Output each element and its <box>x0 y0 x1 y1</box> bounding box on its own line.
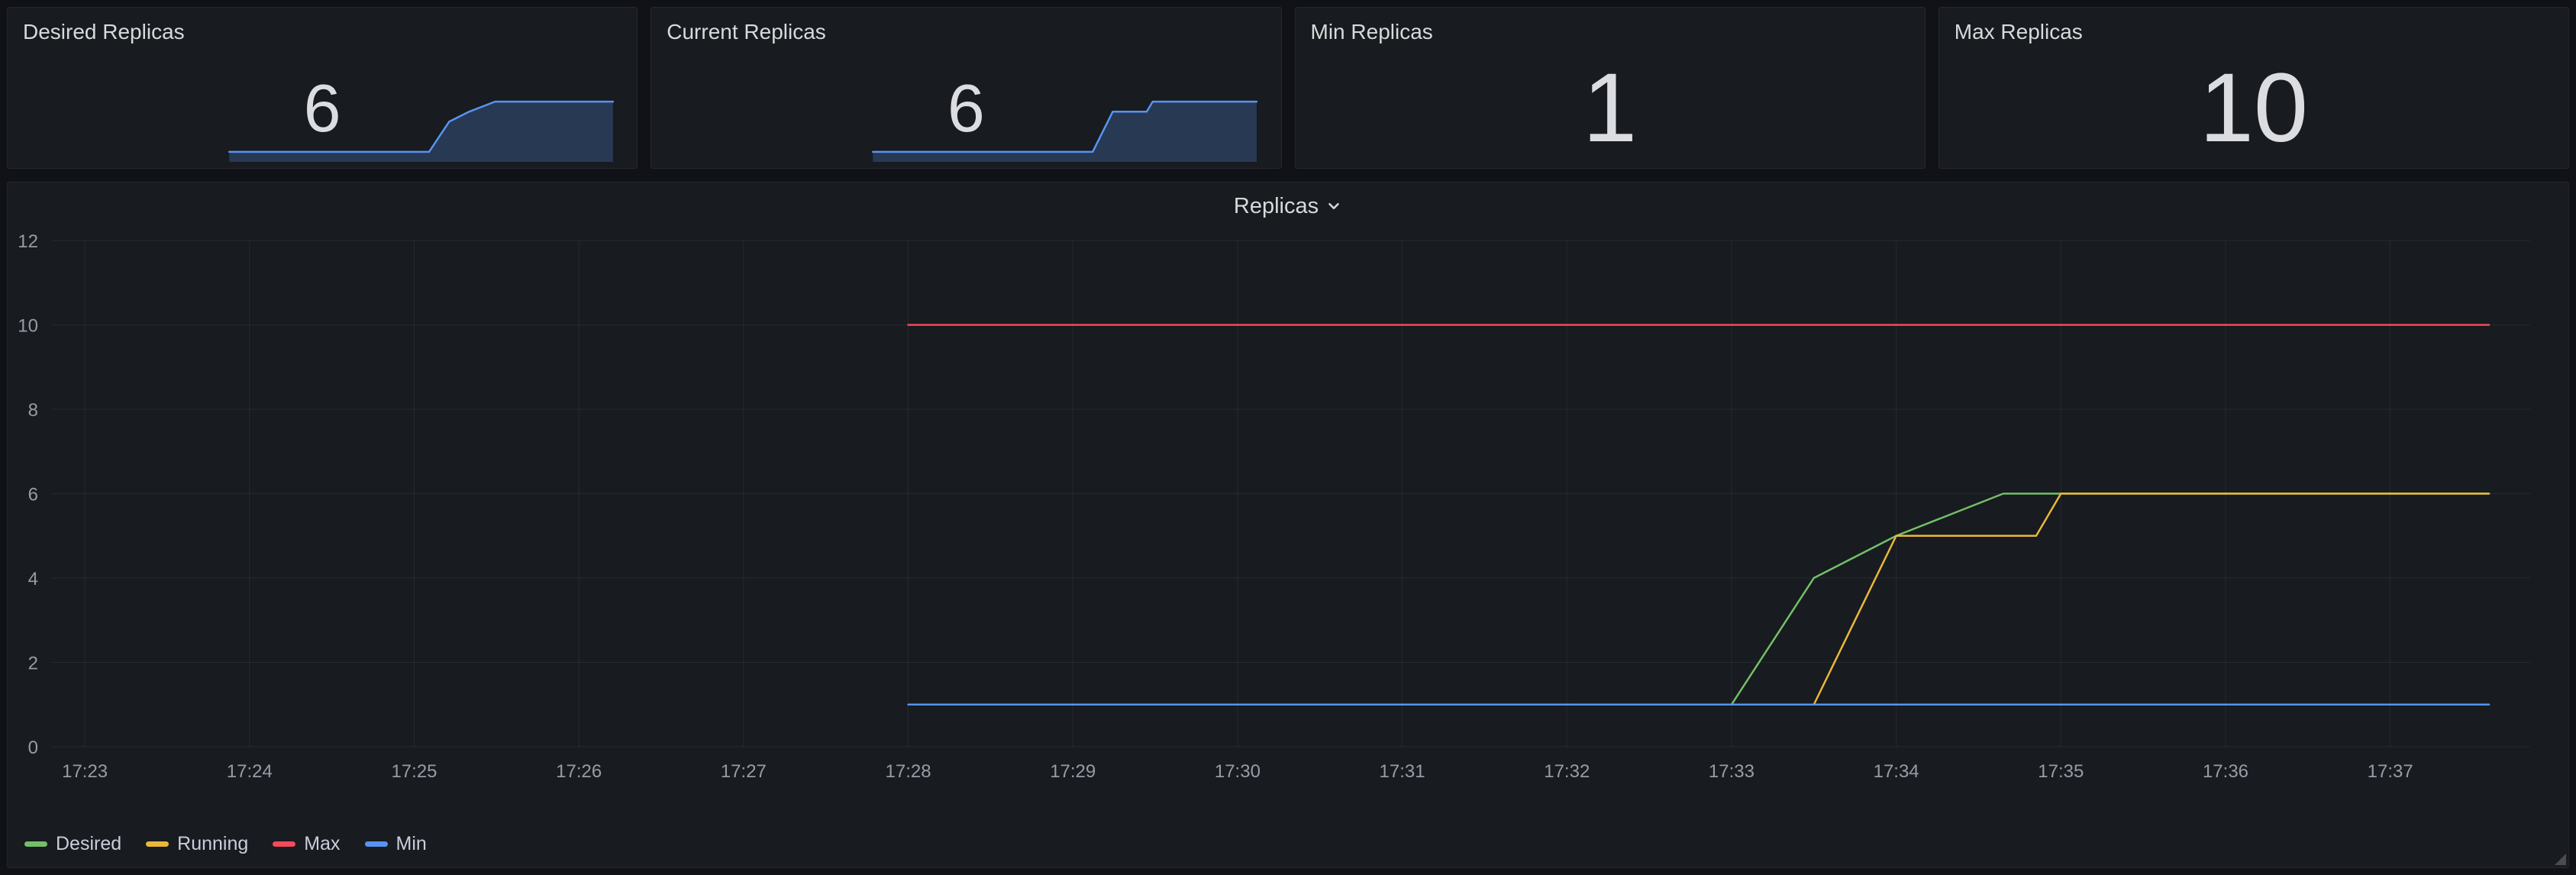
legend-item-max[interactable]: Max <box>273 833 341 855</box>
stat-value: 6 <box>947 70 985 147</box>
x-tick-label: 17:29 <box>1050 761 1096 782</box>
panel-resize-handle[interactable] <box>2555 854 2566 865</box>
legend-item-desired[interactable]: Desired <box>24 833 121 855</box>
replicas-timeseries-plot[interactable]: 0 2 4 6 8 10 12 17:23 17:24 17:25 17:26 17:27 17:28 1… <box>18 230 2558 786</box>
y-tick-label: 10 <box>18 316 38 337</box>
y-tick-label: 8 <box>28 400 38 421</box>
panel-title: Replicas <box>1233 193 1319 218</box>
panel-title-menu[interactable]: Replicas <box>1234 194 1342 219</box>
x-tick-label: 17:23 <box>62 761 108 782</box>
x-tick-label: 17:26 <box>556 761 602 782</box>
stat-value: 10 <box>2199 53 2309 163</box>
panel-title: Desired Replicas <box>23 20 185 44</box>
legend-swatch-icon <box>273 841 296 847</box>
panel-title: Min Replicas <box>1310 20 1433 44</box>
stat-panel-min-replicas: Min Replicas 1 <box>1294 7 1926 169</box>
legend-swatch-icon <box>24 841 47 847</box>
chevron-down-icon <box>1325 198 1342 215</box>
y-tick-label: 12 <box>18 231 38 252</box>
x-tick-label: 17:36 <box>2203 761 2248 782</box>
y-tick-label: 4 <box>28 569 38 589</box>
stat-value: 6 <box>303 70 341 147</box>
x-tick-label: 17:28 <box>886 761 931 782</box>
series-area <box>873 102 1257 162</box>
legend-swatch-icon <box>364 841 388 847</box>
panel-header: Replicas <box>8 182 2568 230</box>
desired-replicas-sparkline <box>21 92 623 162</box>
x-tick-label: 17:31 <box>1380 761 1425 782</box>
x-tick-label: 17:30 <box>1215 761 1261 782</box>
y-tick-label: 0 <box>28 738 38 758</box>
stat-panels-row: Desired Replicas 6 Current Replicas 6 Mi… <box>7 7 2569 169</box>
x-tick-label: 17:35 <box>2038 761 2084 782</box>
legend-label: Min <box>395 833 427 854</box>
series-line-current-replicas <box>872 100 1258 153</box>
panel-title: Max Replicas <box>1954 20 2083 44</box>
legend-item-min[interactable]: Min <box>364 833 427 855</box>
legend-label: Max <box>304 833 341 854</box>
series-area <box>229 102 613 162</box>
legend-label: Running <box>177 833 249 854</box>
x-tick-label: 17:24 <box>227 761 273 782</box>
panel-title: Current Replicas <box>667 20 826 44</box>
x-tick-label: 17:37 <box>2368 761 2413 782</box>
series-line-running <box>1813 492 2490 705</box>
chart-legend: Desired Running Max Min <box>24 833 427 855</box>
stat-value: 1 <box>1583 53 1638 163</box>
x-tick-label: 17:25 <box>391 761 437 782</box>
stat-panel-max-replicas: Max Replicas 10 <box>1938 7 2569 169</box>
stat-panel-current-replicas: Current Replicas 6 <box>650 7 1282 169</box>
series-line-desired <box>1730 492 2490 705</box>
current-replicas-sparkline <box>665 92 1267 162</box>
legend-label: Desired <box>56 833 122 854</box>
x-tick-label: 17:32 <box>1544 761 1590 782</box>
legend-item-running[interactable]: Running <box>146 833 248 855</box>
y-tick-label: 2 <box>28 654 38 674</box>
legend-swatch-icon <box>146 841 169 847</box>
y-tick-label: 6 <box>28 485 38 505</box>
timeseries-panel-replicas: Replicas 0 2 4 6 8 10 12 17:23 17:24 17:25 17:26 17… <box>7 182 2569 868</box>
x-tick-label: 17:27 <box>721 761 767 782</box>
x-tick-label: 17:34 <box>1874 761 1919 782</box>
stat-panel-desired-replicas: Desired Replicas 6 <box>7 7 638 169</box>
x-tick-label: 17:33 <box>1709 761 1754 782</box>
series-line-desired-replicas <box>228 100 615 153</box>
